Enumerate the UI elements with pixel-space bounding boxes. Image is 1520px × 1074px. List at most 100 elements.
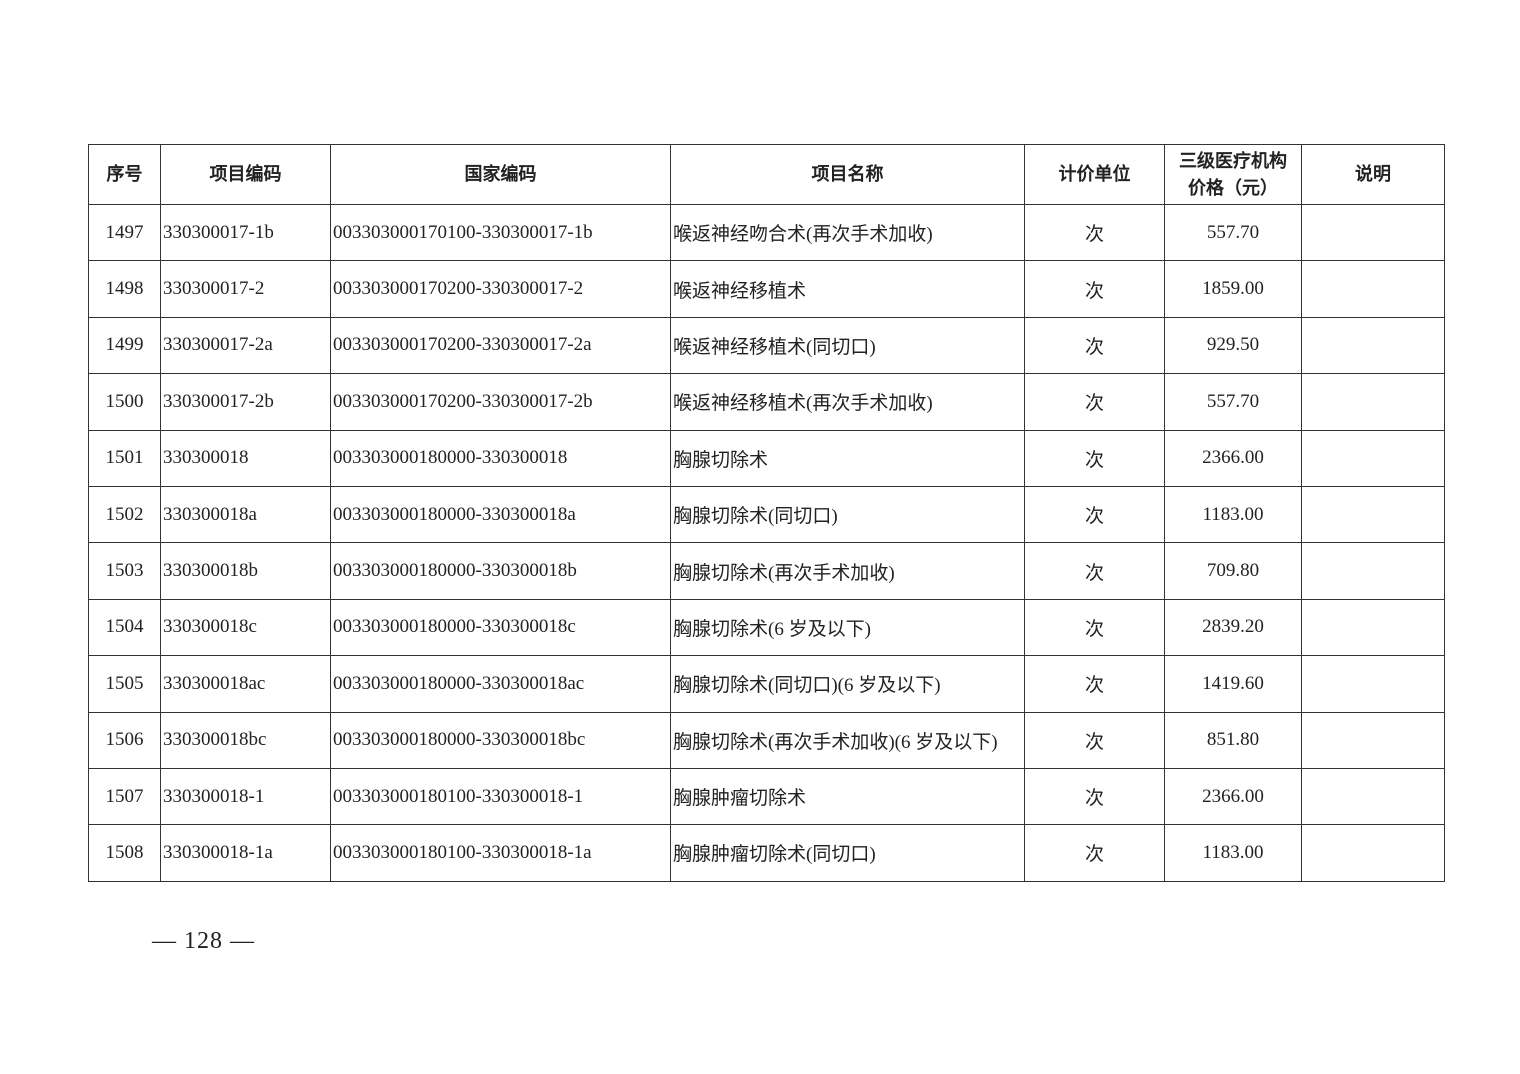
cell-item-code: 330300018a [160,485,331,544]
cell-national-code: 003303000180000-330300018b [330,542,671,600]
cell-national-code: 003303000180100-330300018-1 [330,767,671,826]
cell-item-name: 胸腺肿瘤切除术 [670,767,1025,826]
table-row: 1497 330300017-1b 003303000170100-33030001… [88,203,1445,262]
cell-unit: 次 [1024,373,1165,431]
header-note: 说明 [1301,144,1445,205]
cell-national-code: 003303000180000-330300018a [330,485,671,544]
cell-note [1301,429,1445,487]
table-row: 1505 330300018ac 003303000180000-330300018… [88,655,1445,713]
table-row: 1500 330300017-2b 003303000170200-33030001… [88,373,1445,431]
cell-price: 1419.60 [1164,655,1302,713]
table-row: 1504 330300018c 003303000180000-330300018c… [88,598,1445,657]
cell-unit: 次 [1024,824,1165,882]
cell-note [1301,542,1445,600]
cell-price: 851.80 [1164,711,1302,769]
cell-item-name: 喉返神经移植术(同切口) [670,316,1025,375]
header-row: 序号 项目编码 国家编码 项目名称 计价单位 三级医疗机构 价格（元） 说明 [88,144,1445,205]
cell-national-code: 003303000170200-330300017-2a [330,316,671,375]
cell-item-name: 胸腺切除术(再次手术加收)(6 岁及以下) [670,711,1025,769]
cell-item-name: 喉返神经吻合术(再次手术加收) [670,203,1025,262]
cell-note [1301,373,1445,431]
cell-price: 709.80 [1164,542,1302,600]
cell-seq: 1501 [88,429,161,487]
cell-note [1301,767,1445,826]
cell-seq: 1503 [88,542,161,600]
cell-price: 1183.00 [1164,485,1302,544]
cell-price: 2839.20 [1164,598,1302,657]
table-row: 1508 330300018-1a 003303000180100-33030001… [88,824,1445,882]
cell-national-code: 003303000170200-330300017-2 [330,260,671,318]
cell-national-code: 003303000180000-330300018 [330,429,671,487]
cell-unit: 次 [1024,260,1165,318]
cell-national-code: 003303000170200-330300017-2b [330,373,671,431]
header-national-code: 国家编码 [330,144,671,205]
cell-seq: 1508 [88,824,161,882]
table-row: 1502 330300018a 003303000180000-330300018a… [88,485,1445,544]
table-row: 1498 330300017-2 003303000170200-330300017… [88,260,1445,318]
cell-unit: 次 [1024,655,1165,713]
cell-item-code: 330300017-2a [160,316,331,375]
cell-unit: 次 [1024,203,1165,262]
cell-seq: 1504 [88,598,161,657]
cell-price: 1859.00 [1164,260,1302,318]
cell-price: 557.70 [1164,373,1302,431]
cell-unit: 次 [1024,485,1165,544]
table-row: 1503 330300018b 003303000180000-330300018b… [88,542,1445,600]
cell-item-code: 330300018b [160,542,331,600]
cell-national-code: 003303000180100-330300018-1a [330,824,671,882]
cell-item-name: 胸腺切除术 [670,429,1025,487]
cell-unit: 次 [1024,598,1165,657]
cell-item-code: 330300017-1b [160,203,331,262]
cell-unit: 次 [1024,711,1165,769]
cell-seq: 1502 [88,485,161,544]
cell-note [1301,655,1445,713]
cell-seq: 1507 [88,767,161,826]
cell-item-name: 喉返神经移植术 [670,260,1025,318]
cell-item-name: 胸腺切除术(同切口) [670,485,1025,544]
cell-item-code: 330300018-1 [160,767,331,826]
cell-price: 1183.00 [1164,824,1302,882]
cell-item-code: 330300017-2b [160,373,331,431]
price-table: 序号 项目编码 国家编码 项目名称 计价单位 三级医疗机构 价格（元） 说明 14… [88,144,1445,882]
cell-note [1301,260,1445,318]
cell-item-code: 330300018 [160,429,331,487]
cell-price: 2366.00 [1164,429,1302,487]
cell-item-name: 胸腺切除术(6 岁及以下) [670,598,1025,657]
header-unit: 计价单位 [1024,144,1165,205]
header-price: 三级医疗机构 价格（元） [1164,144,1302,205]
header-item-name: 项目名称 [670,144,1025,205]
cell-national-code: 003303000180000-330300018c [330,598,671,657]
cell-note [1301,316,1445,375]
cell-item-name: 胸腺肿瘤切除术(同切口) [670,824,1025,882]
table-row: 1501 330300018 003303000180000-330300018 胸腺… [88,429,1445,487]
cell-unit: 次 [1024,316,1165,375]
cell-note [1301,824,1445,882]
cell-national-code: 003303000170100-330300017-1b [330,203,671,262]
table-row: 1499 330300017-2a 003303000170200-33030001… [88,316,1445,375]
cell-unit: 次 [1024,429,1165,487]
header-seq: 序号 [88,144,161,205]
cell-note [1301,598,1445,657]
cell-item-code: 330300017-2 [160,260,331,318]
cell-item-code: 330300018-1a [160,824,331,882]
cell-item-name: 喉返神经移植术(再次手术加收) [670,373,1025,431]
cell-price: 929.50 [1164,316,1302,375]
cell-item-name: 胸腺切除术(再次手术加收) [670,542,1025,600]
cell-note [1301,485,1445,544]
table-row: 1506 330300018bc 003303000180000-330300018… [88,711,1445,769]
table-row: 1507 330300018-1 003303000180100-330300018… [88,767,1445,826]
page-number: — 128 — [152,928,255,954]
cell-national-code: 003303000180000-330300018ac [330,655,671,713]
header-price-line1: 三级医疗机构 [1179,150,1287,172]
cell-note [1301,711,1445,769]
header-price-line2: 价格（元） [1188,177,1278,199]
cell-price: 557.70 [1164,203,1302,262]
cell-seq: 1499 [88,316,161,375]
cell-seq: 1498 [88,260,161,318]
cell-item-code: 330300018ac [160,655,331,713]
cell-unit: 次 [1024,767,1165,826]
header-item-code: 项目编码 [160,144,331,205]
cell-seq: 1497 [88,203,161,262]
cell-national-code: 003303000180000-330300018bc [330,711,671,769]
cell-item-name: 胸腺切除术(同切口)(6 岁及以下) [670,655,1025,713]
